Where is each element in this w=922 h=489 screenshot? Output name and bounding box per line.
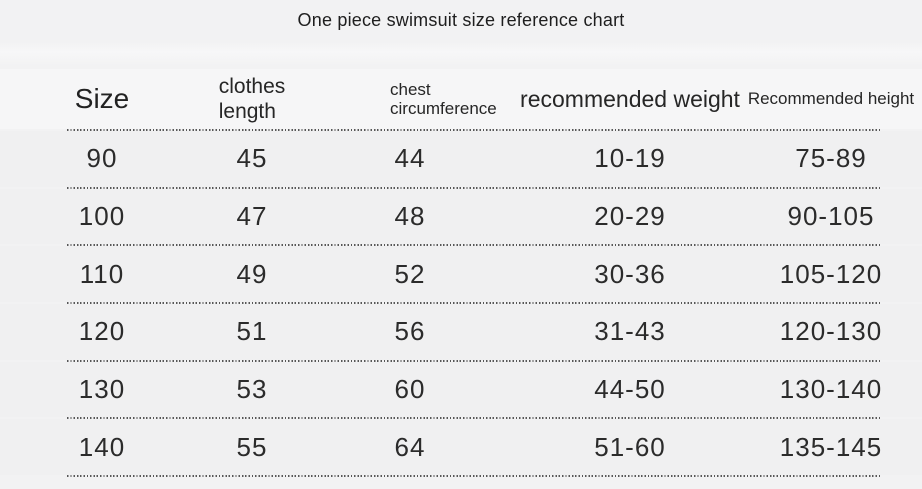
cell-chest-circumference: 60 [394, 374, 426, 405]
column-header-clothes-length: clothes length [204, 74, 300, 124]
row-divider [67, 186, 880, 189]
cell-recommended-weight: 30-36 [594, 258, 666, 289]
column-header-chest-circumference-label: chest circumference [390, 80, 497, 118]
table-row-size-140: 140 55 64 51-60 135-145 [0, 419, 922, 476]
cell-clothes-length: 55 [236, 431, 268, 462]
cell-chest-circumference: 48 [394, 201, 426, 232]
cell-clothes-length: 45 [236, 143, 268, 174]
cell-size: 130 [78, 374, 126, 405]
row-divider [67, 475, 880, 478]
column-header-recommended-height: Recommended height [747, 89, 915, 108]
cell-chest-circumference: 56 [394, 316, 426, 347]
cell-recommended-weight: 51-60 [594, 431, 666, 462]
size-table: Size clothes length chest circumference … [0, 69, 922, 478]
cell-clothes-length: 49 [236, 258, 268, 289]
cell-recommended-weight: 31-43 [594, 316, 666, 347]
cell-recommended-weight: 44-50 [594, 374, 666, 405]
page-title: One piece swimsuit size reference chart [297, 10, 625, 30]
cell-recommended-weight: 20-29 [594, 201, 666, 232]
cell-recommended-height: 75-89 [795, 143, 867, 174]
column-header-recommended-weight: recommended weight [520, 85, 740, 112]
cell-recommended-height: 130-140 [779, 374, 883, 405]
cell-recommended-height: 135-145 [779, 431, 883, 462]
cell-chest-circumference: 64 [394, 431, 426, 462]
cell-recommended-weight: 10-19 [594, 143, 666, 174]
cell-size: 90 [86, 143, 118, 174]
table-row-size-110: 110 49 52 30-36 105-120 [0, 246, 922, 303]
row-divider [67, 302, 880, 305]
row-divider [67, 244, 880, 247]
column-header-chest-circumference: chest circumference [300, 80, 520, 118]
cell-size: 120 [78, 316, 126, 347]
column-header-clothes-length-label: clothes length [218, 75, 286, 123]
cell-size: 110 [79, 258, 125, 289]
cell-clothes-length: 47 [236, 201, 268, 232]
cell-chest-circumference: 52 [394, 258, 426, 289]
row-divider [67, 129, 880, 131]
table-row-size-100: 100 47 48 20-29 90-105 [0, 188, 922, 245]
column-header-size: Size [74, 83, 130, 114]
title-zone: One piece swimsuit size reference chart [0, 0, 922, 69]
cell-size: 100 [78, 201, 126, 232]
row-divider [67, 359, 880, 362]
table-header-row: Size clothes length chest circumference … [0, 69, 922, 129]
table-row-size-90: 90 45 44 10-19 75-89 [0, 131, 922, 187]
table-row-size-120: 120 51 56 31-43 120-130 [0, 304, 922, 360]
cell-clothes-length: 53 [236, 374, 268, 405]
cell-recommended-height: 90-105 [787, 201, 875, 232]
cell-chest-circumference: 44 [394, 143, 426, 174]
row-divider [67, 417, 880, 420]
table-row-size-130: 130 53 60 44-50 130-140 [0, 361, 922, 418]
cell-recommended-height: 120-130 [779, 316, 883, 347]
cell-recommended-height: 105-120 [779, 258, 883, 289]
cell-clothes-length: 51 [236, 316, 268, 347]
cell-size: 140 [78, 431, 126, 462]
